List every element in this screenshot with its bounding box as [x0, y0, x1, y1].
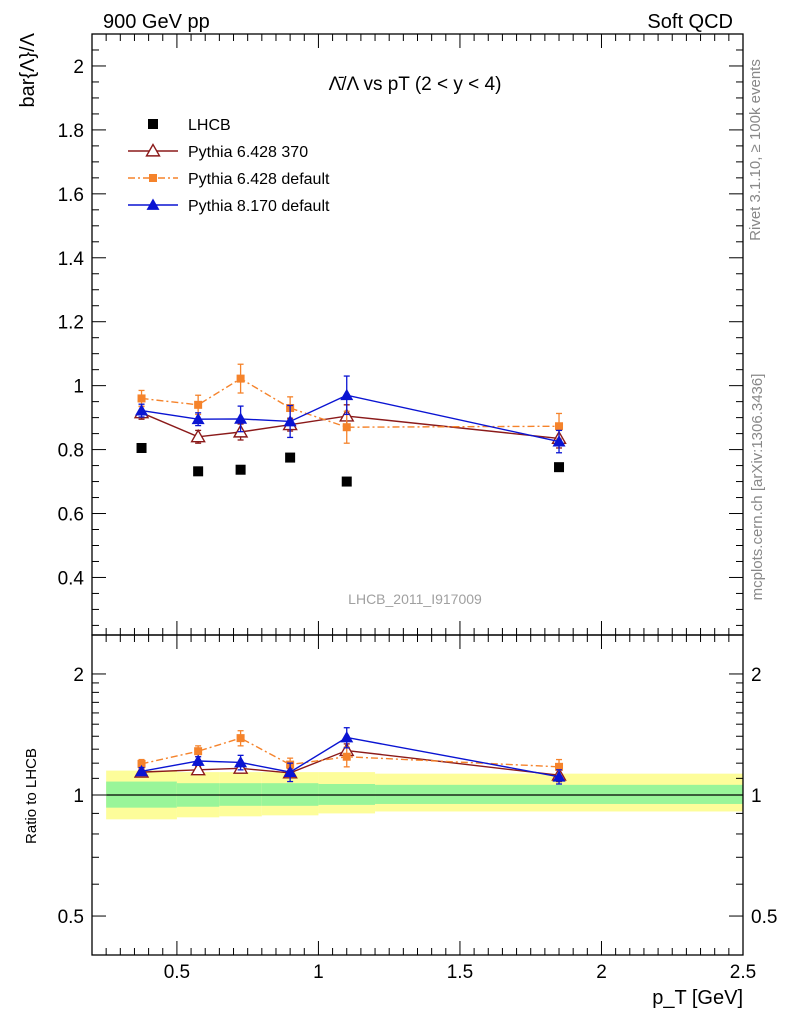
pythia8-point [283, 414, 297, 427]
y-tick-label: 0.8 [58, 441, 84, 462]
pythia6-default-point [137, 759, 146, 768]
y-tick-label: 1.8 [58, 121, 84, 142]
mcplots-label: mcplots.cern.ch [arXiv:1306.3436] [749, 374, 766, 601]
pythia8-point [340, 388, 354, 401]
pythia6-370-point [190, 761, 206, 776]
series-line [141, 394, 560, 443]
pythia6-default-point [236, 374, 245, 383]
pythia8-point [146, 198, 160, 210]
pythia8-point [234, 412, 248, 424]
header-left-label: 900 GeV pp [103, 11, 210, 33]
ratio-y-tick-label-right: 1 [751, 786, 762, 807]
legend-label: Pythia 6.428 370 [188, 144, 308, 161]
x-tick-label: 0.5 [164, 962, 190, 983]
ratio-y-tick-label: 1 [73, 786, 84, 807]
pythia8-point [135, 764, 149, 777]
ratio-y-axis-label: Ratio to LHCB [23, 748, 40, 844]
ratio-y-tick-label-right: 2 [751, 665, 762, 686]
y-tick-label: 1.4 [58, 249, 85, 270]
pythia6-370-point [190, 428, 206, 443]
pythia6-default-point [236, 734, 245, 743]
x-tick-label: 2 [596, 962, 607, 983]
legend-label: LHCB [188, 117, 231, 134]
pythia6-default-point [149, 174, 157, 182]
lhcb-point [193, 466, 204, 477]
x-tick-label: 2.5 [730, 962, 756, 983]
series-line [141, 412, 560, 440]
pythia8-point [340, 730, 354, 743]
y-tick-label: 0.6 [58, 505, 84, 526]
ratio-y-tick-label-right: 0.5 [751, 907, 777, 928]
y-tick-label: 1.6 [58, 185, 84, 206]
ratio-panel: 0.5 1 1.5 2 2.5 0.5 0.5 1 1 2 2 Ratio to LHCB p_T … [23, 34, 777, 1009]
lhcb-point [148, 119, 158, 129]
pythia6-370-point [145, 143, 161, 157]
y-tick-label: 0.4 [58, 568, 85, 589]
main-panel: bar{Λ}/Λ Λ̄/Λ vs pT (2 < y < 4) LHCB_201… [17, 32, 744, 636]
ratio-y-tick-label: 0.5 [58, 907, 84, 928]
series-line [141, 737, 560, 768]
pythia8-point [191, 412, 205, 425]
inner-band-segment [375, 784, 743, 804]
ratio-y-tick-label: 2 [73, 665, 84, 686]
x-tick-label: 1 [313, 962, 324, 983]
y-tick-label: 1 [73, 377, 84, 398]
pythia6-default-point [194, 747, 203, 756]
y-tick-label: 2 [73, 57, 84, 78]
pythia6-default-point [137, 394, 146, 403]
lhcb-point [285, 452, 296, 463]
main-axes: 0.4 0.6 0.8 1 1.2 1.4 1.6 1.8 2 [58, 33, 744, 636]
lhcb-point [136, 442, 147, 453]
pythia8-point [552, 770, 566, 782]
ratio-data-marks [133, 727, 567, 785]
ratio-axes: 0.5 1 1.5 2 2.5 0.5 0.5 1 1 2 2 [58, 34, 777, 983]
pythia6-default-point [342, 752, 351, 761]
pythia8-point [191, 754, 205, 766]
lhcb-point [341, 476, 352, 487]
pythia8-point [283, 765, 297, 777]
series-line [141, 749, 560, 776]
lhcb-point [235, 464, 246, 475]
pythia6-default-point [555, 762, 564, 771]
legend-label: Pythia 6.428 default [188, 171, 330, 188]
pythia8-point [552, 435, 566, 447]
header-right-label: Soft QCD [647, 11, 733, 33]
x-axis-label: p_T [GeV] [652, 987, 743, 1009]
rivet-label: Rivet 3.1.10, ≥ 100k events [747, 59, 764, 241]
ratio-uncertainty-bands [106, 770, 743, 820]
pythia8-point [234, 755, 248, 768]
lhcb-point [554, 462, 565, 473]
pythia8-point [135, 404, 149, 416]
pythia6-default-point [194, 400, 203, 409]
y-tick-label: 1.2 [58, 313, 84, 334]
x-tick-label: 1.5 [447, 962, 473, 983]
main-title: Λ̄/Λ vs pT (2 < y < 4) [329, 74, 502, 95]
pythia6-default-point [555, 422, 564, 431]
series-line [141, 377, 560, 428]
legend: LHCB Pythia 6.428 370 Pythia 6.428 default… [128, 117, 330, 215]
pythia6-default-point [342, 423, 351, 432]
analysis-watermark: LHCB_2011_I917009 [348, 591, 482, 607]
main-data-marks [133, 363, 567, 487]
main-y-axis-label: bar{Λ}/Λ [17, 32, 39, 107]
legend-label: Pythia 8.170 default [188, 198, 330, 215]
series-line [141, 736, 560, 778]
